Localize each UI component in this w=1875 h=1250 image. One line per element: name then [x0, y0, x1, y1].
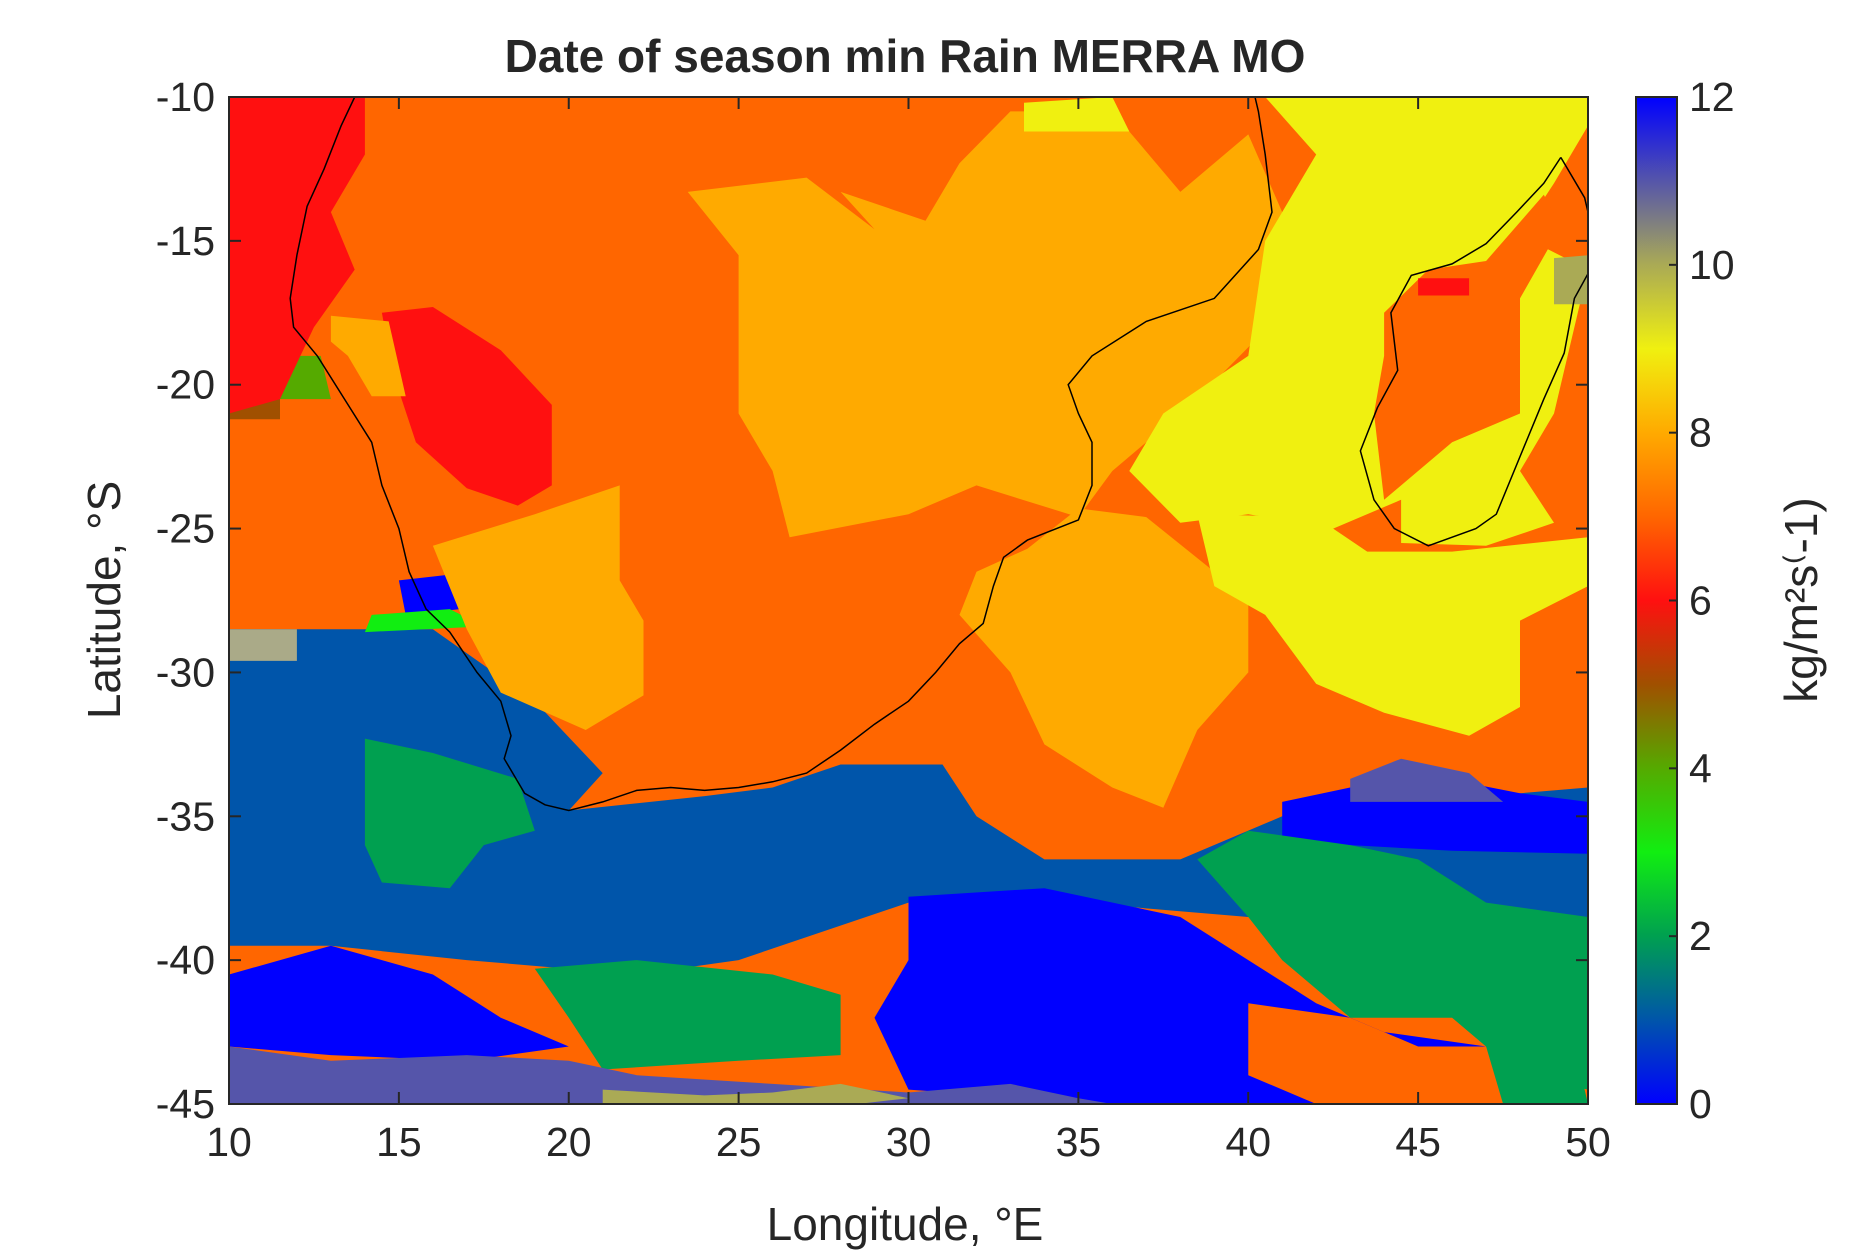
- y-axis: -10 -15 -20 -25 -30 -35 -40 -45: [156, 74, 1588, 1127]
- colorbar-tick-label: 4: [1689, 745, 1712, 791]
- region-inland-red: [381, 307, 552, 506]
- colorbar-label: kg/m²s⁽-1): [1775, 497, 1827, 703]
- colorbar-tick-label: 6: [1689, 578, 1712, 624]
- madagascar-coastline: [1359, 156, 1588, 547]
- region-south-purple-band: [229, 1046, 1113, 1104]
- colorbar-tick-label: 2: [1689, 913, 1712, 959]
- colorbar-tick-label: 8: [1689, 410, 1712, 456]
- africa-coastline: [289, 97, 1273, 812]
- y-tick-label: -30: [156, 649, 215, 695]
- plot-area: [228, 96, 1589, 1105]
- coastline-layer: [289, 97, 1588, 812]
- chart-title: Date of season min Rain MERRA MO: [505, 30, 1306, 82]
- region-east-yellow-lower: [1197, 514, 1588, 736]
- x-axis: 10 15 20 25 30 35 40 45 50: [206, 97, 1611, 1165]
- region-south-olive-patch: [602, 1083, 909, 1104]
- region-north-yellow-strip: [1024, 97, 1130, 132]
- y-tick-label: -20: [156, 362, 215, 408]
- region-south-east-orange: [1248, 1003, 1520, 1104]
- colorbar-tick-label: 0: [1689, 1081, 1712, 1127]
- region-south-east-green-corner: [1486, 1032, 1588, 1104]
- y-tick-label: -25: [156, 506, 215, 552]
- region-west-green-strip: [364, 609, 484, 633]
- y-tick-label: -40: [156, 937, 215, 983]
- x-tick-label: 35: [1056, 1119, 1102, 1165]
- region-kalahari-amber: [432, 485, 644, 730]
- colorbar: 0 2 4 6 8 10 12 kg/m²s⁽-1): [1635, 74, 1827, 1127]
- y-tick-label: -10: [156, 74, 215, 120]
- x-tick-label: 50: [1565, 1119, 1611, 1165]
- x-tick-label: 25: [716, 1119, 762, 1165]
- region-central-east-amber: [959, 508, 1249, 808]
- region-central-amber: [687, 111, 1283, 538]
- region-east-green: [1197, 830, 1588, 1090]
- y-axis-label: Latitude, °S: [78, 481, 130, 719]
- region-madagascar-grey-strip: [1554, 255, 1588, 305]
- x-tick-label: 45: [1395, 1119, 1441, 1165]
- x-axis-label: Longitude, °E: [767, 1198, 1044, 1250]
- region-west-purple-strip: [229, 629, 297, 661]
- x-tick-label: 20: [546, 1119, 592, 1165]
- y-tick-label: -45: [156, 1081, 215, 1127]
- region-south-west-green: [364, 738, 535, 889]
- region-south-land-band: [229, 945, 569, 1061]
- colorbar-tick-label: 12: [1689, 74, 1735, 120]
- region-west-orange-strip: [330, 315, 406, 397]
- x-tick-label: 30: [886, 1119, 932, 1165]
- region-madagascar-red-strip: [1418, 278, 1470, 296]
- y-tick-label: -15: [156, 218, 215, 264]
- region-layer: [229, 97, 1588, 1104]
- region-madagascar-orange: [1374, 194, 1561, 500]
- colorbar-ticks: 0 2 4 6 8 10 12: [1669, 74, 1735, 1127]
- x-tick-label: 15: [376, 1119, 422, 1165]
- region-east-purple-patch: [1350, 758, 1504, 802]
- x-tick-label: 40: [1225, 1119, 1271, 1165]
- colorbar-tick-label: 10: [1689, 242, 1735, 288]
- y-tick-label: -35: [156, 793, 215, 839]
- x-tick-label: 10: [206, 1119, 252, 1165]
- region-south-mid-green: [534, 960, 841, 1070]
